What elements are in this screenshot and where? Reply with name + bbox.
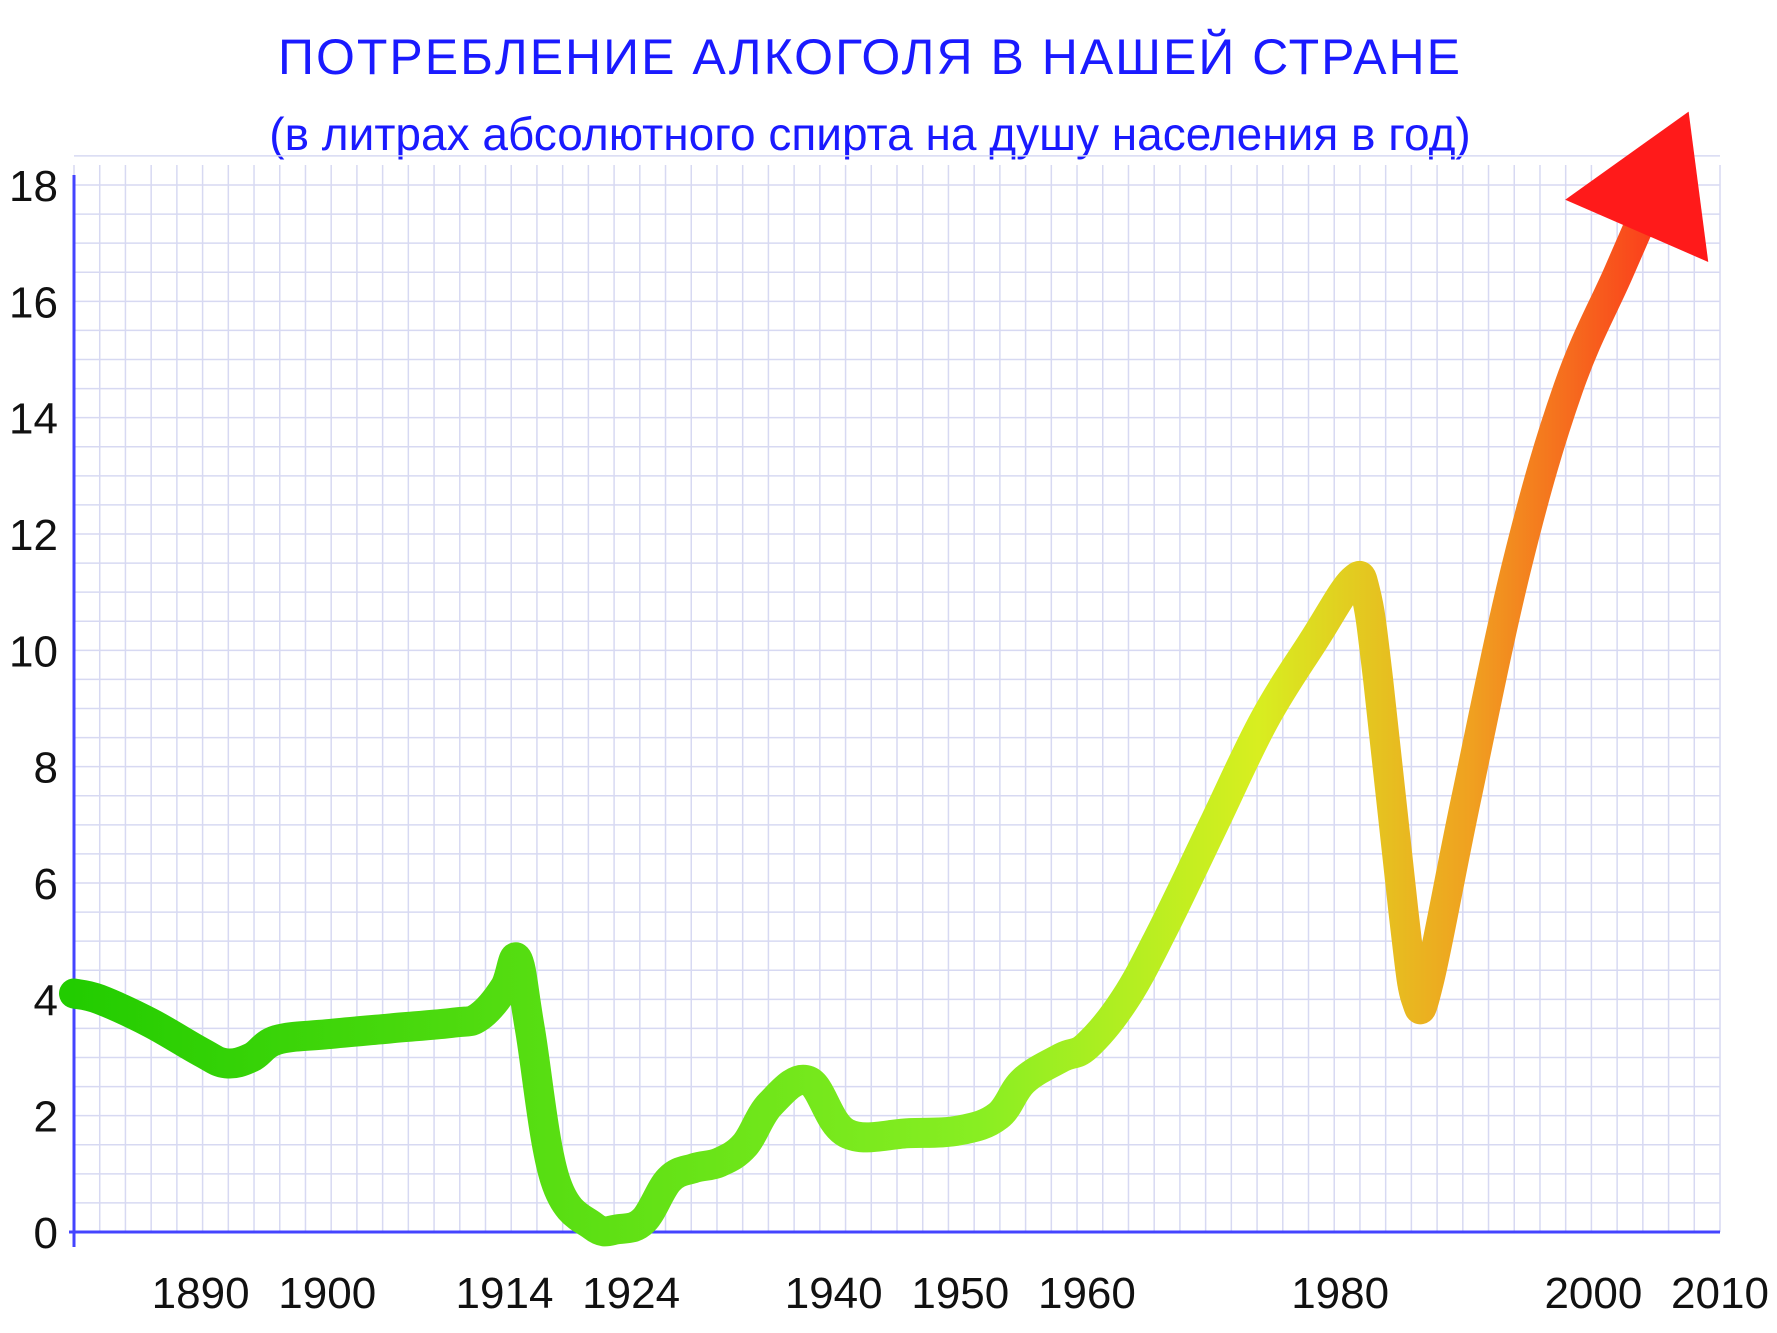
arrow-head	[1565, 111, 1709, 262]
x-tick-label: 1980	[1291, 1269, 1389, 1318]
data-point	[1162, 929, 1164, 931]
y-tick-label: 10	[9, 627, 58, 676]
data-point	[149, 1022, 151, 1024]
data-point	[276, 1039, 278, 1041]
data-point	[1466, 795, 1468, 797]
x-tick-label: 1960	[1038, 1269, 1136, 1318]
data-point	[478, 1016, 480, 1018]
data-point	[554, 1179, 556, 1181]
x-tick-label: 2000	[1544, 1269, 1642, 1318]
data-point	[200, 1051, 202, 1053]
data-point	[1618, 271, 1620, 273]
data-point	[1061, 1057, 1063, 1059]
data-point	[1402, 911, 1404, 913]
y-tick-label: 18	[9, 162, 58, 211]
y-tick-label: 16	[9, 278, 58, 327]
data-point	[1124, 998, 1126, 1000]
data-point	[1352, 580, 1354, 582]
data-point	[769, 1103, 771, 1105]
data-point	[326, 1033, 328, 1035]
data-point	[807, 1080, 809, 1082]
data-point	[719, 1161, 721, 1163]
y-tick-labels: 0 2 4 6 8 10 12 14 16 18	[9, 162, 58, 1258]
data-point	[1377, 678, 1379, 680]
data-point	[592, 1225, 594, 1227]
data-point	[1086, 1045, 1088, 1047]
x-tick-label: 1900	[278, 1269, 376, 1318]
data-point	[845, 1132, 847, 1134]
y-tick-label: 14	[9, 395, 58, 444]
data-point	[98, 998, 100, 1000]
x-tick-label: 1890	[152, 1269, 250, 1318]
data-point	[1023, 1080, 1025, 1082]
y-tick-label: 6	[34, 860, 58, 909]
chart-title: ПОТРЕБЛЕНИЕ АЛКОГОЛЯ В НАШЕЙ СТРАНЕ	[278, 28, 1462, 85]
x-tick-label: 2010	[1671, 1269, 1769, 1318]
data-point	[909, 1132, 911, 1134]
data-point	[1364, 591, 1366, 593]
y-tick-label: 4	[34, 976, 58, 1025]
data-point	[617, 1228, 619, 1230]
data-point	[225, 1062, 227, 1064]
data-point	[1263, 719, 1265, 721]
y-tick-label: 2	[34, 1093, 58, 1142]
y-tick-label: 0	[34, 1209, 58, 1258]
data-point	[693, 1167, 695, 1169]
data-point	[73, 993, 75, 995]
data-point	[1567, 388, 1569, 390]
data-point	[668, 1179, 670, 1181]
series-line	[59, 170, 1672, 1247]
data-point	[529, 1027, 531, 1029]
data-point	[516, 958, 518, 960]
data-point	[1314, 638, 1316, 640]
axes	[69, 175, 1720, 1247]
data-point	[997, 1115, 999, 1117]
y-tick-label: 12	[9, 511, 58, 560]
data-point	[390, 1027, 392, 1029]
chart-subtitle: (в литрах абсолютного спирта на душу нас…	[269, 108, 1470, 160]
x-tick-label: 1940	[785, 1269, 883, 1318]
x-tick-labels: 1890 1900 1914 1924 1940 1950 1960 1980 2000 2010	[152, 1269, 1769, 1318]
y-tick-label: 8	[34, 744, 58, 793]
x-tick-label: 1924	[582, 1269, 680, 1318]
data-point	[1213, 824, 1215, 826]
x-tick-label: 1950	[911, 1269, 1009, 1318]
data-point	[453, 1022, 455, 1024]
x-tick-label: 1914	[456, 1269, 554, 1318]
data-point	[643, 1219, 645, 1221]
data-point	[503, 987, 505, 989]
data-point	[1516, 562, 1518, 564]
data-point	[1415, 998, 1417, 1000]
data-point	[959, 1129, 961, 1131]
data-point	[250, 1057, 252, 1059]
data-point	[744, 1144, 746, 1146]
series	[59, 111, 1709, 1247]
data-point	[1428, 981, 1430, 983]
